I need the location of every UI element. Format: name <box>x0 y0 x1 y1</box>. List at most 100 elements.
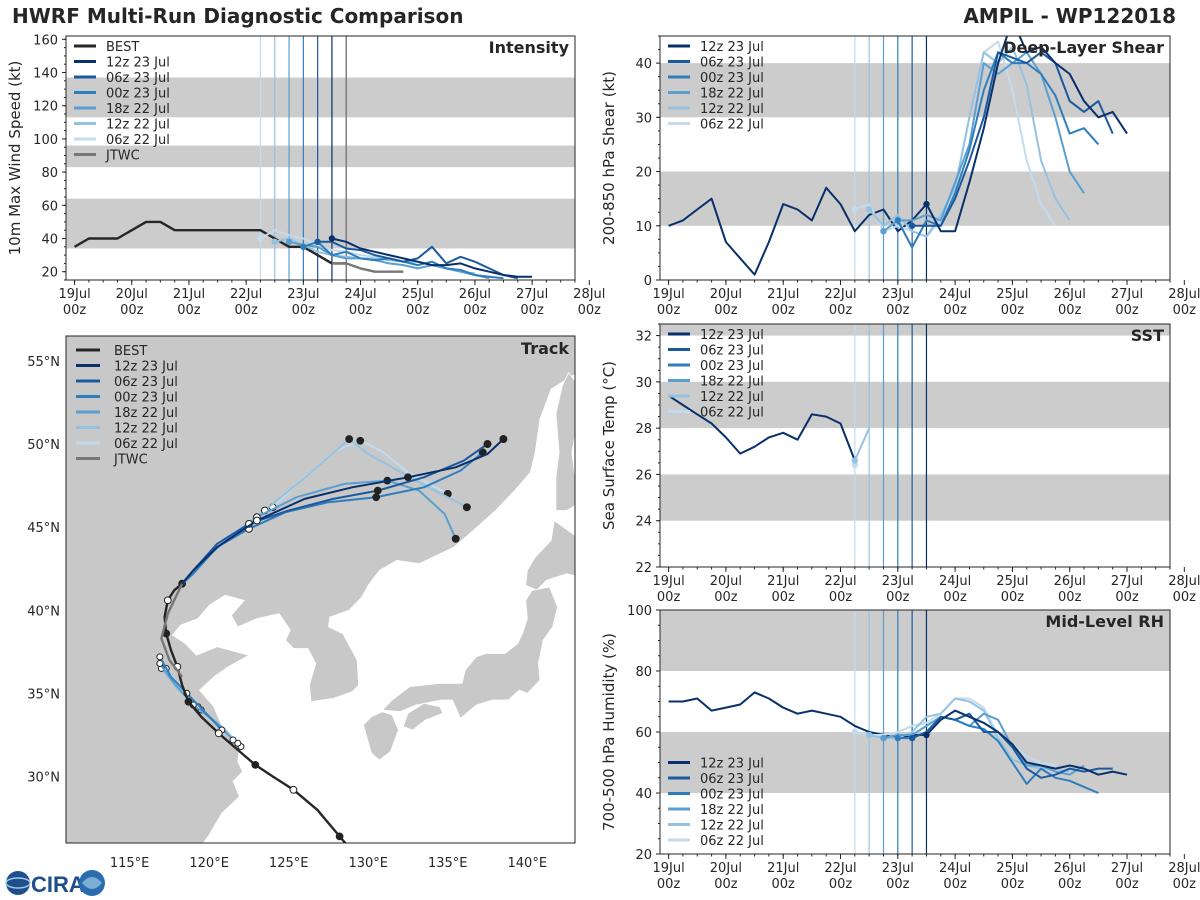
sst-ytick-label: 26 <box>635 468 652 483</box>
track-best-point <box>184 697 193 706</box>
track-jtwc-line <box>160 583 184 678</box>
figure-title: HWRF Multi-Run Diagnostic Comparison <box>12 4 464 28</box>
track-legend-label: 12z 23 Jul <box>114 360 178 375</box>
intensity-xtick-label: 21Jul <box>173 287 205 302</box>
track-series-2 <box>181 451 484 585</box>
shear-ylabel: 200-850 hPa Shear (kt) <box>600 71 618 245</box>
sst-panel: 22242628303219Jul00z20Jul00z21Jul00z22Ju… <box>600 323 1200 605</box>
track-legend-label: JTWC <box>113 453 148 468</box>
intensity-xtick-label: 19Jul <box>58 287 90 302</box>
track-legend-label: BEST <box>114 344 147 359</box>
rh-ytick-label: 100 <box>627 604 652 619</box>
sst-init-point <box>851 461 859 469</box>
track-legend-label: 12z 22 Jul <box>114 422 178 437</box>
intensity-xtick-label: 23Jul <box>287 287 319 302</box>
rh-xtick-label: 00z <box>657 877 681 892</box>
track-lat-label: 35°N <box>27 687 60 702</box>
sst-xtick-label: 28Jul <box>1168 574 1200 589</box>
track-legend-label: 00z 23 Jul <box>114 391 178 406</box>
sst-xtick-label: 00z <box>943 590 967 605</box>
track-early-point <box>229 736 237 744</box>
intensity-ytick-label: 140 <box>33 67 58 82</box>
track-best-point <box>289 785 298 794</box>
shear-xtick-label: 00z <box>943 303 967 318</box>
track-lon-label: 135°E <box>428 856 468 871</box>
rh-xtick-label: 00z <box>1173 877 1197 892</box>
shear-init-point <box>923 200 930 208</box>
intensity-xtick-label: 00z <box>292 303 316 318</box>
sst-ytick-label: 28 <box>635 422 652 437</box>
sst-xtick-label: 20Jul <box>710 574 742 589</box>
shear-xtick-label: 00z <box>1001 303 1025 318</box>
shear-xtick-label: 00z <box>657 303 681 318</box>
rh-ytick-label: 60 <box>635 726 652 741</box>
rh-series-3 <box>883 712 1085 776</box>
intensity-series-1 <box>317 240 519 280</box>
sst-legend-label: 12z 22 Jul <box>700 390 764 405</box>
shear-init-point <box>851 206 859 213</box>
track-end-point <box>462 503 471 512</box>
track-title: Track <box>521 339 569 358</box>
sst-xtick-label: 00z <box>829 590 853 605</box>
shear-panel: 01020304019Jul00z20Jul00z21Jul00z22Jul00… <box>600 35 1200 318</box>
cira-logo: CIRA <box>5 870 105 897</box>
intensity-legend-label: 00z 23 Jul <box>106 87 170 102</box>
intensity-ytick-label: 120 <box>33 100 58 115</box>
shear-ytick-label: 30 <box>635 111 652 126</box>
shear-xtick-label: 23Jul <box>882 287 914 302</box>
track-lat-label: 50°N <box>27 438 60 453</box>
intensity-band <box>66 77 575 118</box>
track-lat-label: 40°N <box>27 604 60 619</box>
track-best-point <box>214 729 223 738</box>
rh-xtick-label: 00z <box>886 877 910 892</box>
track-point <box>356 436 365 445</box>
intensity-legend-label: 06z 22 Jul <box>106 133 170 148</box>
rh-xtick-label: 00z <box>772 877 796 892</box>
track-lat-label: 30°N <box>27 771 60 786</box>
sst-xtick-label: 00z <box>772 590 796 605</box>
sst-legend-label: 06z 22 Jul <box>700 406 764 421</box>
shear-ytick-label: 40 <box>635 57 652 72</box>
track-point <box>373 486 382 495</box>
intensity-init-point <box>300 243 307 251</box>
shear-xtick-label: 22Jul <box>824 287 856 302</box>
intensity-xtick-label: 00z <box>406 303 430 318</box>
intensity-ytick-label: 160 <box>33 33 58 48</box>
intensity-xtick-label: 00z <box>120 303 144 318</box>
kyushu-island <box>362 711 399 761</box>
rh-init-point <box>880 734 887 742</box>
sst-xtick-label: 22Jul <box>824 574 856 589</box>
intensity-xtick-label: 00z <box>177 303 201 318</box>
sst-legend-label: 06z 23 Jul <box>700 344 764 359</box>
sst-xtick-label: 00z <box>1173 590 1197 605</box>
sst-band <box>660 474 1170 521</box>
rh-xtick-label: 19Jul <box>652 861 684 876</box>
sst-plot-area <box>660 324 1170 567</box>
rh-band <box>660 610 1170 671</box>
shear-band <box>660 63 1170 118</box>
intensity-ytick-label: 100 <box>33 133 58 148</box>
intensity-xtick-label: 20Jul <box>116 287 148 302</box>
sst-ylabel: Sea Surface Temp (°C) <box>600 361 618 530</box>
sst-ytick-label: 30 <box>635 376 652 391</box>
intensity-series-3 <box>288 240 490 280</box>
shear-ytick-label: 10 <box>635 220 652 235</box>
sst-history-line <box>668 394 856 461</box>
rh-legend-label: 12z 22 Jul <box>700 819 764 834</box>
sst-ytick-label: 22 <box>635 561 652 576</box>
track-end-point <box>451 534 460 543</box>
rh-init-point <box>865 731 873 739</box>
sst-xtick-label: 00z <box>1115 590 1139 605</box>
track-lon-label: 125°E <box>269 856 309 871</box>
intensity-series-0 <box>331 237 533 278</box>
rh-xtick-label: 00z <box>714 877 738 892</box>
intensity-init-point <box>314 238 321 246</box>
intensity-legend-label: 12z 22 Jul <box>106 118 170 133</box>
track-lat-label: 45°N <box>27 521 60 536</box>
shear-series-1 <box>912 51 1114 227</box>
shear-xtick-label: 00z <box>829 303 853 318</box>
shear-xtick-label: 00z <box>886 303 910 318</box>
rh-xtick-label: 28Jul <box>1168 861 1200 876</box>
rh-series-4 <box>868 697 1070 773</box>
